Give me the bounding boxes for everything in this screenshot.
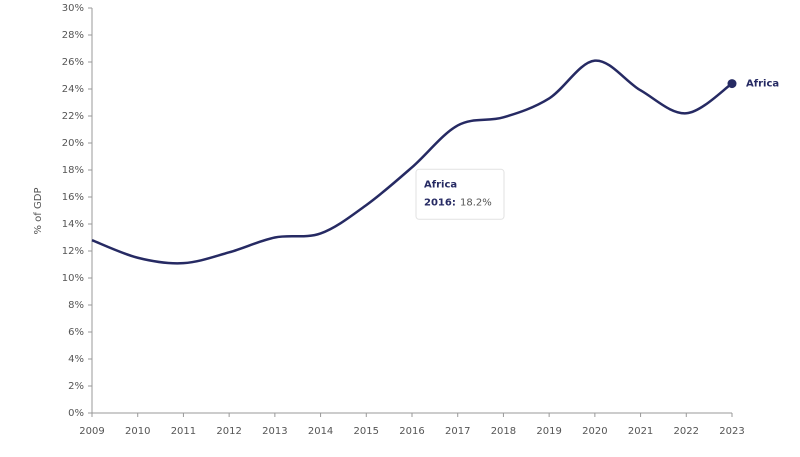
- y-tick-label: 22%: [62, 111, 84, 122]
- y-axis-label: % of GDP: [33, 188, 44, 235]
- tooltip: Africa 2016: 18.2%: [415, 168, 505, 220]
- x-tick-label: 2018: [491, 426, 516, 437]
- y-tick-label: 18%: [62, 165, 84, 176]
- x-tick-label: 2017: [445, 426, 470, 437]
- x-tick-label: 2010: [125, 426, 150, 437]
- y-tick-label: 2%: [68, 381, 84, 392]
- x-tick-label: 2016: [399, 426, 424, 437]
- y-tick-label: 12%: [62, 246, 84, 257]
- y-tick-label: 8%: [68, 300, 84, 311]
- x-tick-label: 2022: [674, 426, 699, 437]
- y-tick-label: 0%: [68, 408, 84, 419]
- x-tick-label: 2020: [582, 426, 607, 437]
- y-tick-label: 30%: [62, 3, 84, 14]
- tooltip-box: [415, 168, 505, 220]
- x-tick-label: 2011: [171, 426, 196, 437]
- y-tick-label: 28%: [62, 30, 84, 41]
- x-tick-label: 2023: [719, 426, 744, 437]
- y-tick-label: 14%: [62, 219, 84, 230]
- y-tick-label: 20%: [62, 138, 84, 149]
- x-tick-label: 2013: [262, 426, 287, 437]
- x-tick-label: 2019: [536, 426, 561, 437]
- x-tick-label: 2012: [216, 426, 241, 437]
- y-tick-label: 4%: [68, 354, 84, 365]
- y-tick-label: 16%: [62, 192, 84, 203]
- x-tick-label: 2009: [79, 426, 104, 437]
- y-tick-label: 24%: [62, 84, 84, 95]
- series-label: Africa: [746, 79, 779, 90]
- series-line: [91, 59, 733, 265]
- x-tick-label: 2021: [628, 426, 653, 437]
- tooltip-year: 2016:: [424, 197, 456, 208]
- end-point: [727, 79, 737, 89]
- y-tick-label: 26%: [62, 57, 84, 68]
- x-tick-label: 2014: [308, 426, 333, 437]
- y-tick-label: 10%: [62, 273, 84, 284]
- x-tick-label: 2015: [354, 426, 379, 437]
- y-tick-label: 6%: [68, 327, 84, 338]
- tooltip-value: 18.2%: [460, 197, 492, 208]
- tooltip-title: Africa: [424, 179, 457, 190]
